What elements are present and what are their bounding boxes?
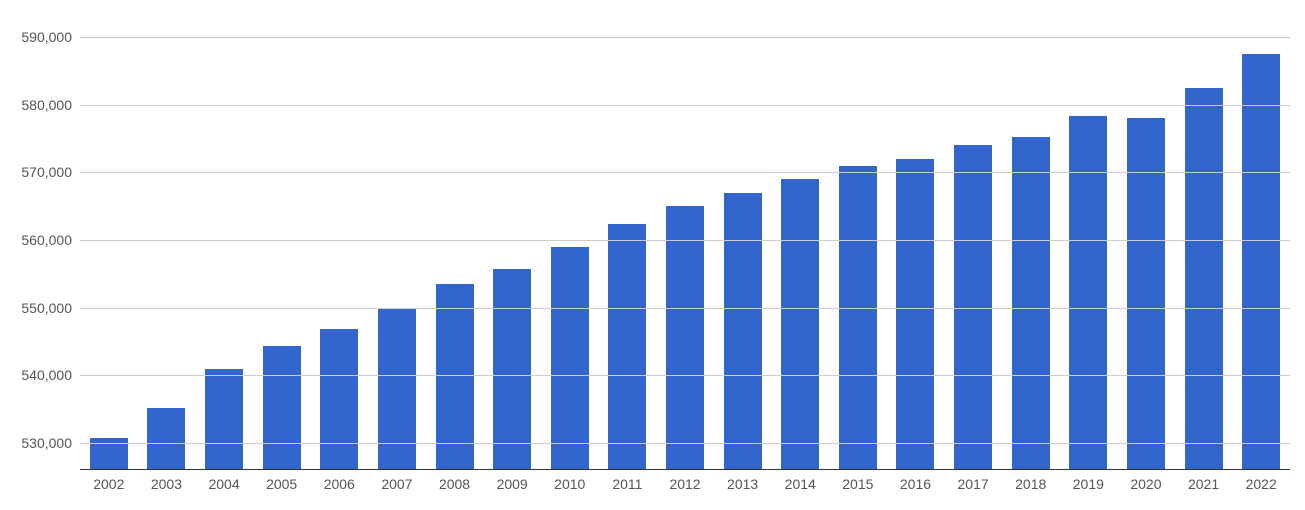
x-tick-label: 2004: [208, 470, 239, 492]
y-tick-label: 560,000: [21, 232, 80, 248]
gridline: [80, 375, 1290, 376]
x-tick-label: 2009: [497, 470, 528, 492]
x-tick-label: 2008: [439, 470, 470, 492]
bar: [1069, 116, 1107, 470]
x-tick-label: 2003: [151, 470, 182, 492]
bar: [320, 329, 358, 470]
y-tick-label: 550,000: [21, 300, 80, 316]
x-tick-label: 2015: [842, 470, 873, 492]
y-tick-label: 570,000: [21, 164, 80, 180]
y-tick-label: 590,000: [21, 29, 80, 45]
plot-area: 530,000540,000550,000560,000570,000580,0…: [80, 10, 1290, 470]
bar: [551, 247, 589, 470]
bar: [666, 206, 704, 470]
bar: [1185, 88, 1223, 470]
y-tick-label: 580,000: [21, 97, 80, 113]
bar: [205, 369, 243, 470]
x-tick-label: 2012: [669, 470, 700, 492]
bar: [1012, 137, 1050, 470]
bar: [1242, 54, 1280, 470]
bar: [378, 308, 416, 470]
x-tick-label: 2007: [381, 470, 412, 492]
bar: [608, 224, 646, 470]
bar: [781, 179, 819, 470]
x-tick-label: 2006: [324, 470, 355, 492]
y-tick-label: 540,000: [21, 367, 80, 383]
x-tick-label: 2020: [1130, 470, 1161, 492]
x-tick-label: 2022: [1246, 470, 1277, 492]
y-tick-label: 530,000: [21, 435, 80, 451]
x-tick-label: 2018: [1015, 470, 1046, 492]
x-tick-label: 2002: [93, 470, 124, 492]
x-tick-label: 2005: [266, 470, 297, 492]
gridline: [80, 443, 1290, 444]
bar: [1127, 118, 1165, 470]
x-tick-label: 2017: [958, 470, 989, 492]
gridline: [80, 308, 1290, 309]
bar: [896, 159, 934, 470]
x-tick-label: 2019: [1073, 470, 1104, 492]
x-tick-label: 2016: [900, 470, 931, 492]
bar: [493, 269, 531, 470]
bar: [263, 346, 301, 470]
gridline: [80, 105, 1290, 106]
gridline: [80, 240, 1290, 241]
gridline: [80, 172, 1290, 173]
bar: [724, 193, 762, 470]
x-tick-label: 2014: [785, 470, 816, 492]
x-tick-label: 2010: [554, 470, 585, 492]
bar: [147, 408, 185, 470]
bar: [839, 166, 877, 470]
gridline: [80, 37, 1290, 38]
x-tick-label: 2013: [727, 470, 758, 492]
x-tick-label: 2011: [612, 470, 642, 492]
x-tick-label: 2021: [1188, 470, 1219, 492]
bar-chart: 530,000 540,000 550,000 560,000 570,000 580,0…: [0, 0, 1305, 510]
